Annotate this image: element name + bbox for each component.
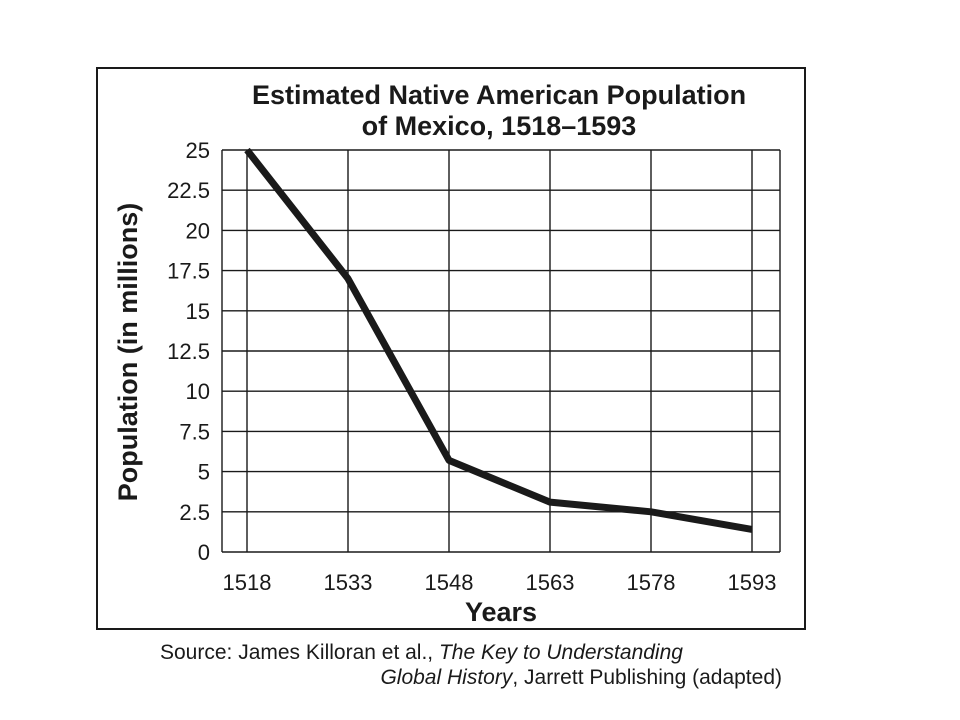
x-tick-label: 1578 <box>627 570 676 595</box>
source-suffix: , Jarrett Publishing (adapted) <box>512 666 782 689</box>
x-axis-label: Years <box>465 597 537 627</box>
x-tick-label: 1548 <box>425 570 474 595</box>
source-line-2: Global History, Jarrett Publishing (adap… <box>160 665 782 690</box>
y-axis-label: Population (in millions) <box>113 203 143 501</box>
y-tick-label: 20 <box>186 218 210 243</box>
chart-frame <box>96 67 806 630</box>
y-tick-label: 15 <box>186 299 210 324</box>
y-tick-label: 7.5 <box>179 419 210 444</box>
x-tick-label: 1593 <box>728 570 777 595</box>
source-prefix: Source: James Killoran et al., <box>160 641 439 664</box>
y-tick-label: 22.5 <box>167 178 210 203</box>
y-tick-label: 10 <box>186 379 210 404</box>
chart-title-line-2: of Mexico, 1518–1593 <box>361 111 637 141</box>
y-tick-label: 2.5 <box>179 500 210 525</box>
y-tick-label: 0 <box>198 540 210 565</box>
source-citation: Source: James Killoran et al., The Key t… <box>160 640 782 690</box>
y-tick-label: 12.5 <box>167 339 210 364</box>
y-tick-label: 25 <box>186 138 210 163</box>
x-tick-label: 1533 <box>324 570 373 595</box>
x-tick-label: 1563 <box>526 570 575 595</box>
source-line-1: Source: James Killoran et al., The Key t… <box>160 640 782 665</box>
y-tick-label: 5 <box>198 460 210 485</box>
y-tick-label: 17.5 <box>167 259 210 284</box>
source-book-title-part-2: Global History <box>380 666 513 689</box>
x-tick-label: 1518 <box>223 570 272 595</box>
chart-title-line-1: Estimated Native American Population <box>251 80 747 110</box>
source-book-title-part-1: The Key to Understanding <box>438 641 683 664</box>
series-line <box>244 147 753 533</box>
